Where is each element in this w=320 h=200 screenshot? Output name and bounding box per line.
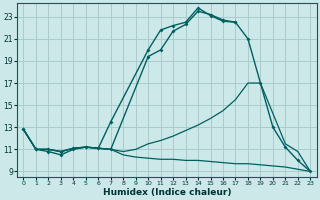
X-axis label: Humidex (Indice chaleur): Humidex (Indice chaleur) xyxy=(103,188,231,197)
